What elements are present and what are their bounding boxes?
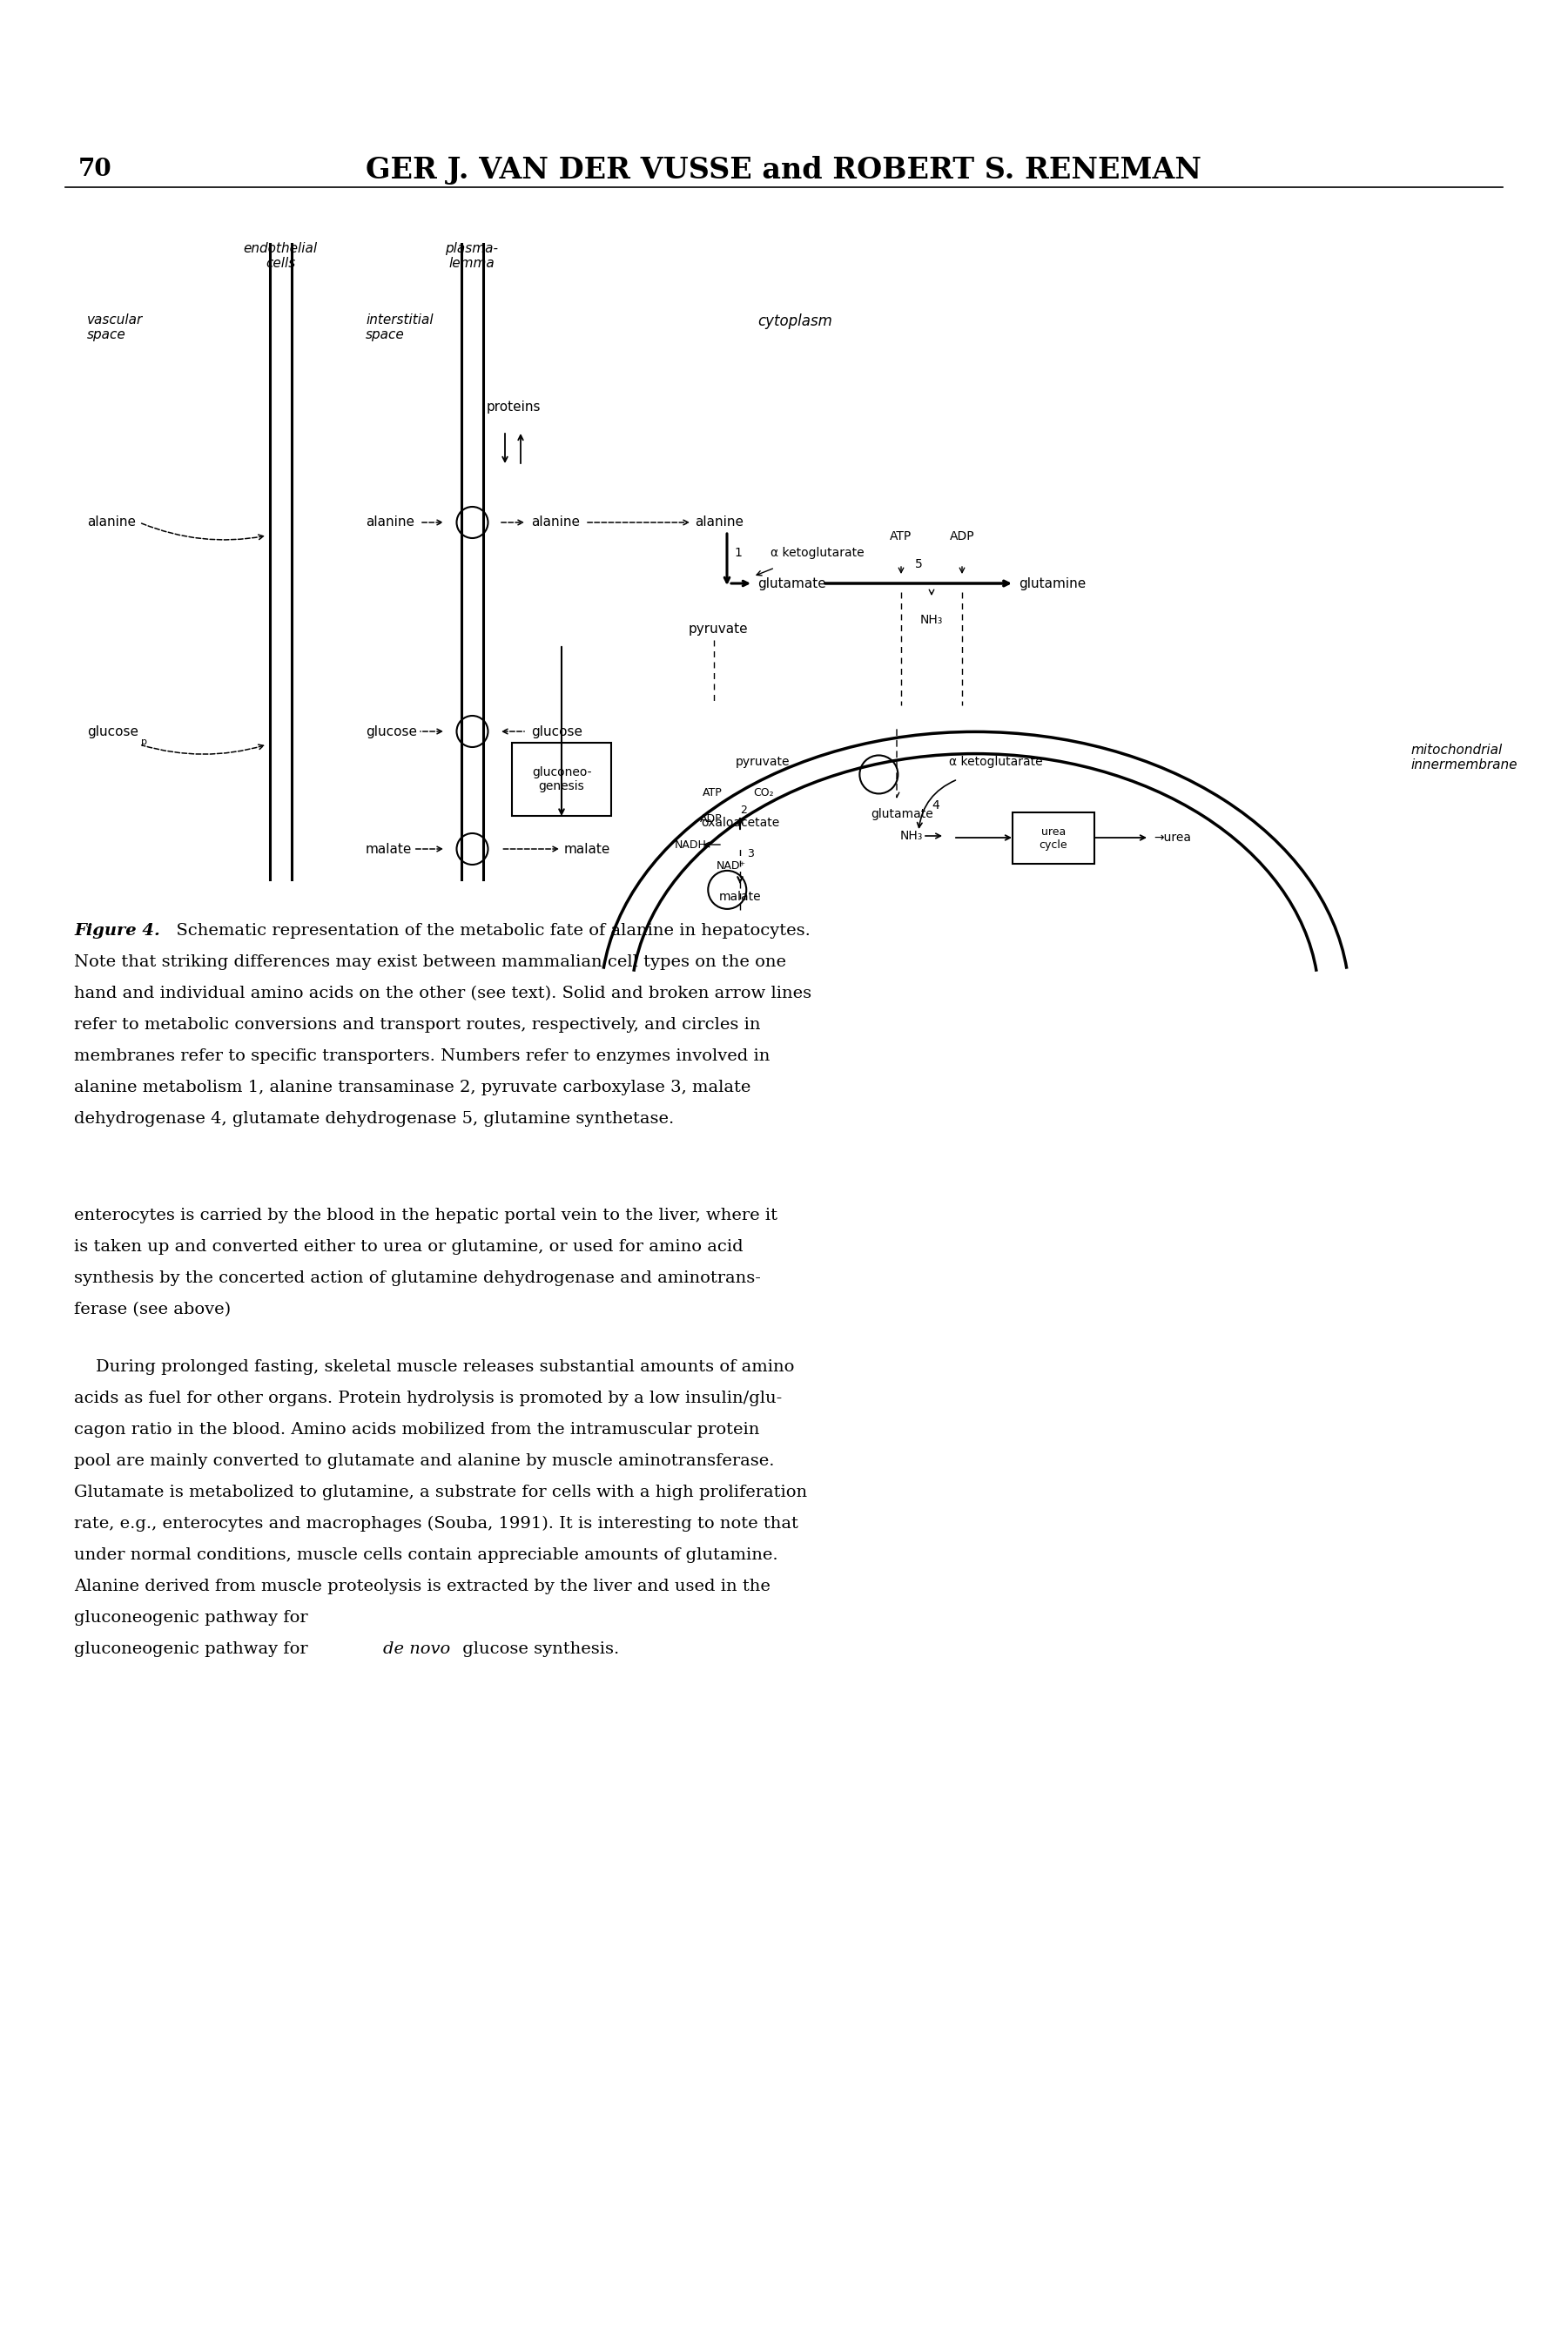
Text: ADP: ADP (701, 813, 723, 825)
Text: enterocytes is carried by the blood in the hepatic portal vein to the liver, whe: enterocytes is carried by the blood in t… (74, 1208, 778, 1223)
Text: α ketoglutarate: α ketoglutarate (770, 548, 864, 560)
Text: malate: malate (365, 842, 412, 856)
Text: rate, e.g., enterocytes and macrophages (Souba, 1991). It is interesting to note: rate, e.g., enterocytes and macrophages … (74, 1516, 798, 1533)
Text: synthesis by the concerted action of glutamine dehydrogenase and aminotrans-: synthesis by the concerted action of glu… (74, 1270, 760, 1286)
Text: 5: 5 (914, 557, 922, 571)
Text: →urea: →urea (1154, 832, 1192, 844)
Text: ADP: ADP (950, 531, 974, 543)
Text: gluconeogenic pathway for: gluconeogenic pathway for (74, 1610, 314, 1625)
Text: plasma-
lemma: plasma- lemma (445, 242, 499, 270)
Text: alanine: alanine (695, 515, 743, 529)
Text: glucose: glucose (365, 724, 417, 738)
Text: Figure 4.: Figure 4. (74, 924, 160, 938)
Text: glutamate: glutamate (757, 576, 826, 590)
Text: mitochondrial
innermembrane: mitochondrial innermembrane (1411, 743, 1518, 771)
Text: ferase (see above): ferase (see above) (74, 1302, 230, 1317)
Text: malate: malate (718, 891, 760, 903)
Text: Schematic representation of the metabolic fate of alanine in hepatocytes.: Schematic representation of the metaboli… (165, 924, 811, 938)
Text: membranes refer to specific transporters. Numbers refer to enzymes involved in: membranes refer to specific transporters… (74, 1049, 770, 1065)
Text: glutamate: glutamate (870, 809, 933, 820)
Text: 4: 4 (931, 799, 939, 811)
Text: under normal conditions, muscle cells contain appreciable amounts of glutamine.: under normal conditions, muscle cells co… (74, 1547, 778, 1563)
Text: α ketoglutarate: α ketoglutarate (949, 755, 1043, 769)
Text: hand and individual amino acids on the other (see text). Solid and broken arrow : hand and individual amino acids on the o… (74, 985, 812, 1002)
Text: glucose: glucose (88, 724, 138, 738)
Text: Note that striking differences may exist between mammalian cell types on the one: Note that striking differences may exist… (74, 955, 786, 971)
Text: acids as fuel for other organs. Protein hydrolysis is promoted by a low insulin/: acids as fuel for other organs. Protein … (74, 1389, 782, 1406)
Text: refer to metabolic conversions and transport routes, respectively, and circles i: refer to metabolic conversions and trans… (74, 1018, 760, 1032)
Text: Glutamate is metabolized to glutamine, a substrate for cells with a high prolife: Glutamate is metabolized to glutamine, a… (74, 1483, 808, 1500)
Text: glucose: glucose (532, 724, 582, 738)
Text: NAD⁺: NAD⁺ (717, 860, 746, 872)
Text: vascular
space: vascular space (88, 313, 143, 341)
Text: During prolonged fasting, skeletal muscle releases substantial amounts of amino: During prolonged fasting, skeletal muscl… (74, 1359, 795, 1375)
Text: oxaloacetate: oxaloacetate (701, 816, 779, 830)
Text: 2: 2 (740, 804, 746, 816)
Text: CO₂: CO₂ (753, 788, 773, 797)
Text: cytoplasm: cytoplasm (757, 313, 833, 329)
Text: glutamine: glutamine (1019, 576, 1087, 590)
Text: alanine: alanine (365, 515, 414, 529)
Text: 70: 70 (78, 158, 111, 181)
Text: GER J. VAN DER VUSSE and ROBERT S. RENEMAN: GER J. VAN DER VUSSE and ROBERT S. RENEM… (365, 155, 1201, 183)
Text: interstitial
space: interstitial space (365, 313, 433, 341)
Text: p: p (141, 738, 147, 745)
Text: alanine: alanine (88, 515, 136, 529)
Text: endothelial
cells: endothelial cells (243, 242, 317, 270)
Text: cagon ratio in the blood. Amino acids mobilized from the intramuscular protein: cagon ratio in the blood. Amino acids mo… (74, 1422, 759, 1436)
Text: 3: 3 (746, 849, 754, 858)
Text: gluconeo-
genesis: gluconeo- genesis (532, 766, 591, 792)
Text: proteins: proteins (486, 400, 541, 414)
Text: is taken up and converted either to urea or glutamine, or used for amino acid: is taken up and converted either to urea… (74, 1239, 743, 1255)
Text: pyruvate: pyruvate (688, 623, 748, 635)
Text: NH₃: NH₃ (920, 614, 942, 625)
Text: pool are mainly converted to glutamate and alanine by muscle aminotransferase.: pool are mainly converted to glutamate a… (74, 1453, 775, 1469)
Text: ATP: ATP (702, 788, 723, 797)
Text: ATP: ATP (891, 531, 913, 543)
Text: glucose synthesis.: glucose synthesis. (458, 1641, 619, 1657)
Text: malate: malate (564, 842, 610, 856)
Text: Alanine derived from muscle proteolysis is extracted by the liver and used in th: Alanine derived from muscle proteolysis … (74, 1578, 770, 1594)
Text: gluconeogenic pathway for: gluconeogenic pathway for (74, 1641, 314, 1657)
Text: 1: 1 (734, 548, 742, 560)
Text: NADH: NADH (674, 839, 707, 851)
Text: alanine: alanine (532, 515, 580, 529)
Text: alanine metabolism 1, alanine transaminase 2, pyruvate carboxylase 3, malate: alanine metabolism 1, alanine transamina… (74, 1079, 751, 1096)
Text: de novo: de novo (383, 1641, 450, 1657)
Text: dehydrogenase 4, glutamate dehydrogenase 5, glutamine synthetase.: dehydrogenase 4, glutamate dehydrogenase… (74, 1112, 674, 1126)
Text: pyruvate: pyruvate (735, 755, 790, 769)
Text: NH₃: NH₃ (900, 830, 924, 842)
Text: urea
cycle: urea cycle (1040, 825, 1068, 851)
